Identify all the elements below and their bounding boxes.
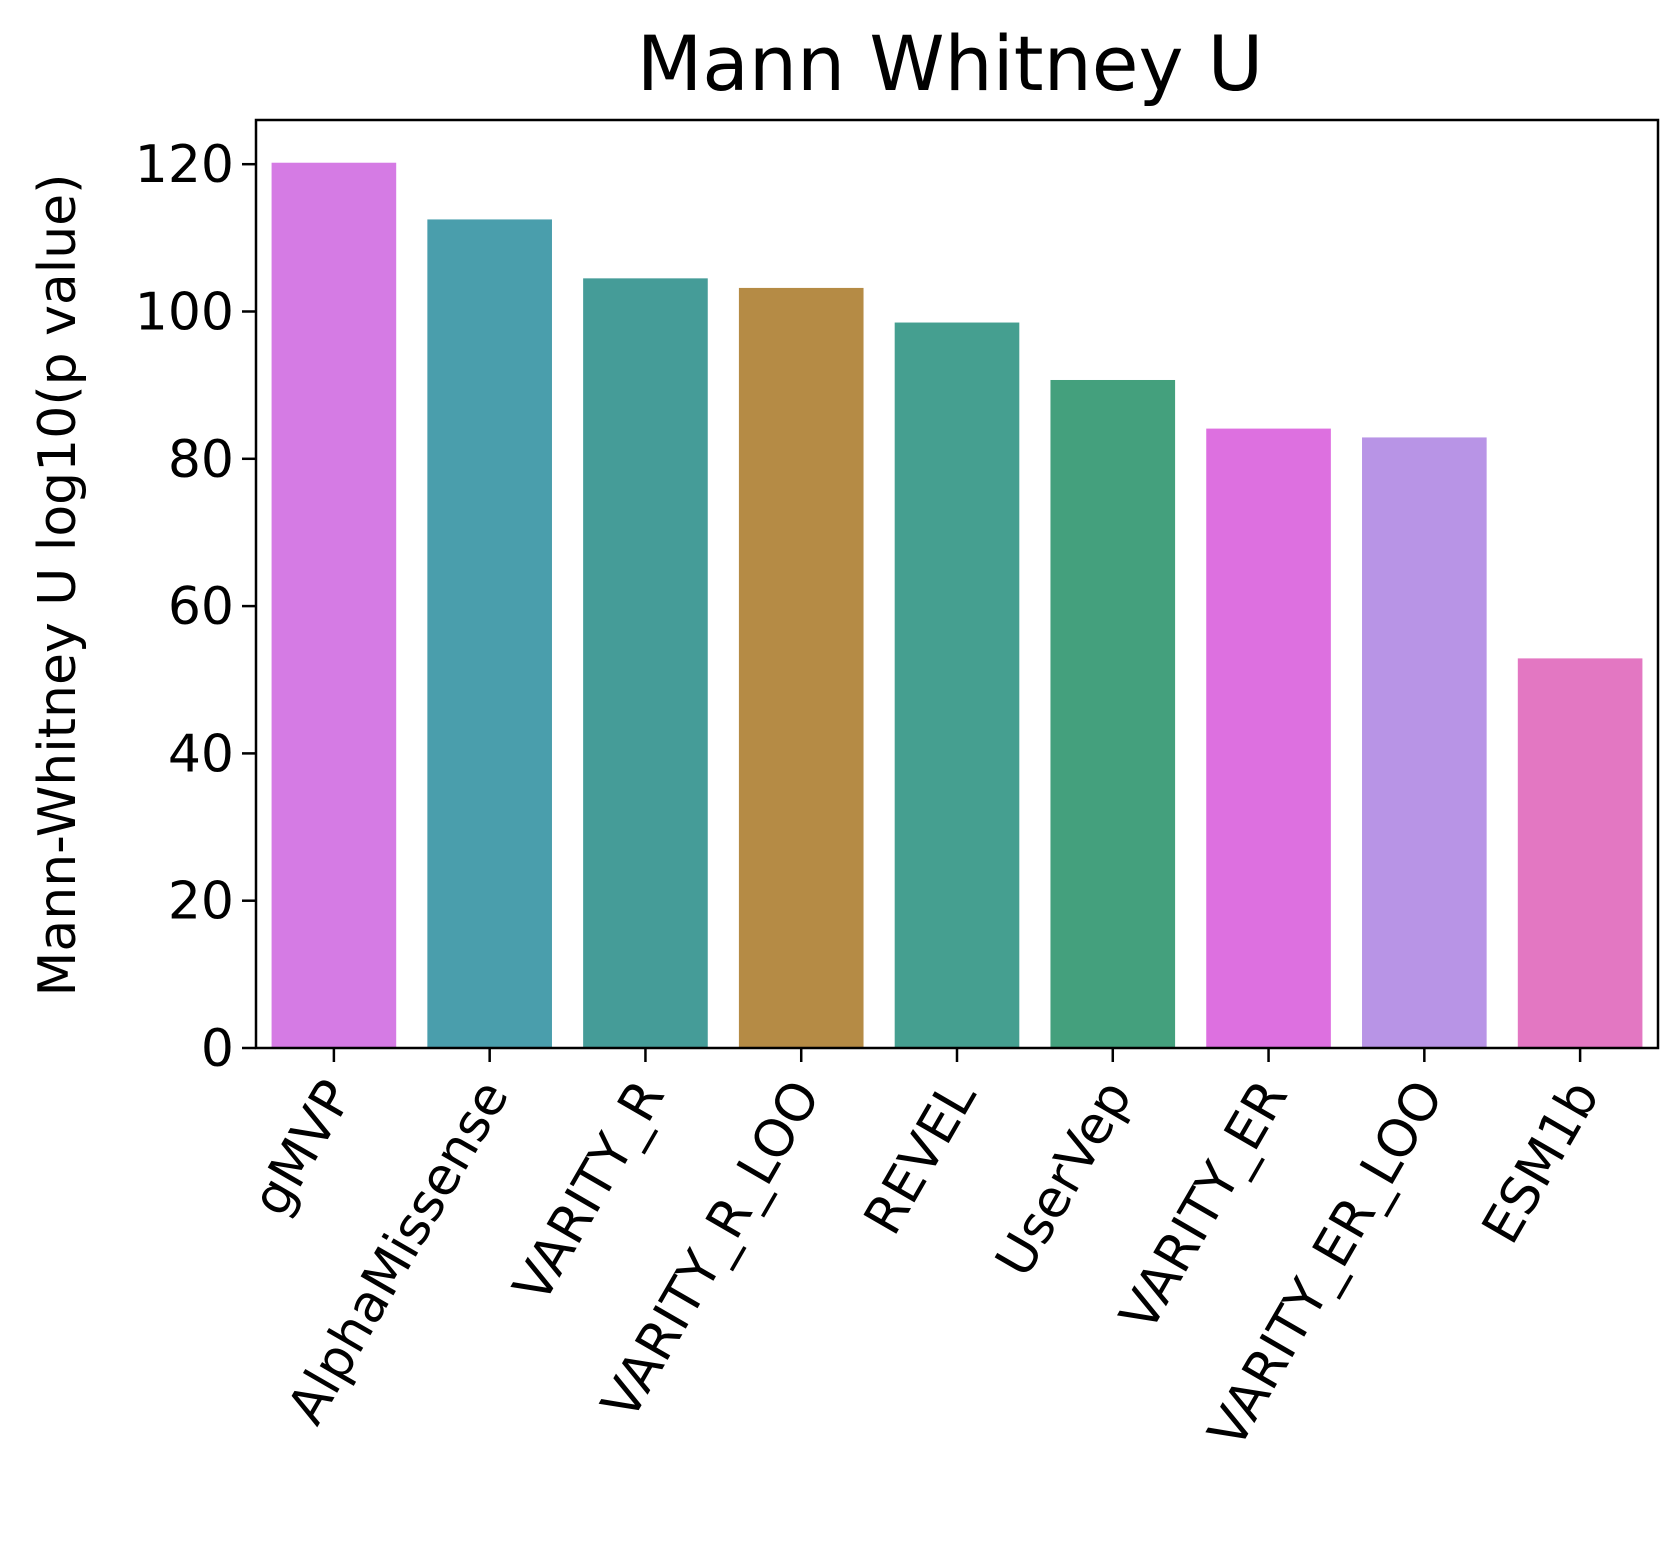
bars-group <box>271 162 1643 1049</box>
bar-gmvp <box>271 162 397 1048</box>
y-tick-label: 20 <box>168 872 234 932</box>
bar-uservep <box>1050 379 1176 1048</box>
bar-revel <box>894 322 1020 1048</box>
y-tick-label: 0 <box>201 1019 234 1079</box>
y-tick-label: 120 <box>135 135 234 195</box>
y-axis-label: Mann-Whitney U log10(p value) <box>28 174 88 997</box>
bar-varity-er-loo <box>1362 437 1487 1048</box>
bar-alphamissense <box>427 219 552 1048</box>
bar-varity-r-loo <box>738 287 864 1048</box>
x-tick-label: VARITY_R <box>502 1071 676 1313</box>
y-tick-label: 100 <box>135 282 234 342</box>
x-tick-label: REVEL <box>853 1070 988 1244</box>
chart-title: Mann Whitney U <box>637 19 1264 108</box>
y-tick-label: 80 <box>168 430 234 490</box>
bar-varity-r <box>583 278 708 1048</box>
plot-frame <box>254 118 1660 1050</box>
x-tick-label: gMVP <box>241 1071 365 1226</box>
x-tick-label: UserVep <box>985 1071 1144 1287</box>
y-axis-ticks: 0 20 40 60 80 100 120 <box>135 135 256 1079</box>
y-tick-label: 60 <box>168 577 234 637</box>
y-tick-label: 40 <box>168 724 234 784</box>
bar-esm1b <box>1517 658 1643 1048</box>
bar-varity-er <box>1206 428 1331 1049</box>
x-tick-label: ESM1b <box>1471 1071 1611 1254</box>
